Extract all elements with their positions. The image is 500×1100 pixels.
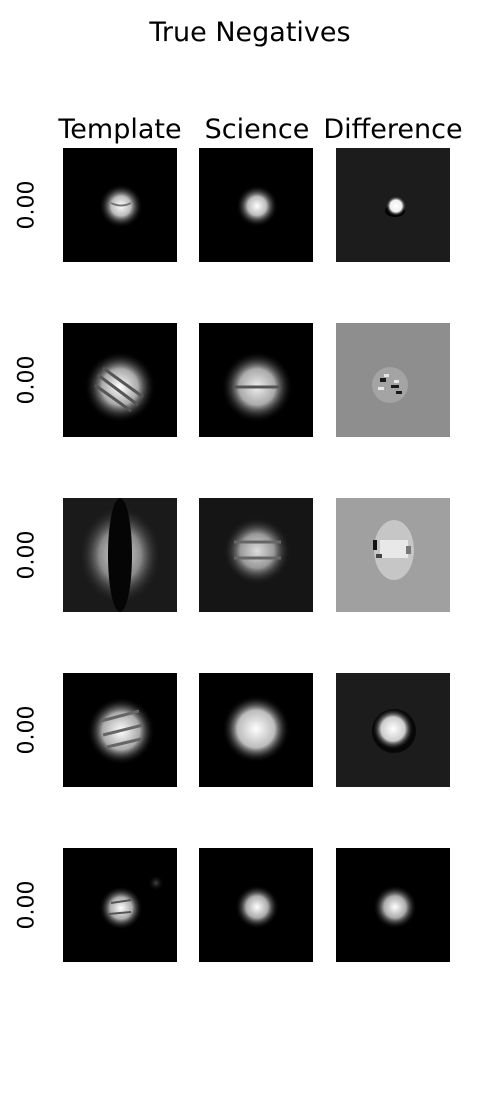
row-label-2: 0.00: [7, 323, 47, 437]
image-science-row-2: [199, 323, 313, 437]
image-template-row-3: [63, 498, 177, 612]
figure-title: True Negatives: [149, 17, 351, 48]
column-header-science: Science: [204, 114, 310, 145]
row-score: 0.00: [14, 355, 40, 405]
row-score: 0.00: [14, 530, 40, 580]
row-score: 0.00: [14, 180, 40, 230]
row-label-5: 0.00: [7, 848, 47, 962]
image-difference-row-4: [336, 673, 450, 787]
row-label-3: 0.00: [7, 498, 47, 612]
row-score: 0.00: [14, 705, 40, 755]
image-template-row-1: [63, 148, 177, 262]
image-difference-row-2: [336, 323, 450, 437]
row-label-4: 0.00: [7, 673, 47, 787]
image-science-row-1: [199, 148, 313, 262]
row-label-1: 0.00: [7, 148, 47, 262]
image-science-row-4: [199, 673, 313, 787]
image-template-row-4: [63, 673, 177, 787]
image-template-row-5: [63, 848, 177, 962]
image-science-row-5: [199, 848, 313, 962]
image-difference-row-1: [336, 148, 450, 262]
image-difference-row-5: [336, 848, 450, 962]
row-score: 0.00: [14, 880, 40, 930]
column-header-template: Template: [58, 114, 182, 145]
column-header-difference: Difference: [323, 114, 463, 145]
image-difference-row-3: [336, 498, 450, 612]
image-template-row-2: [63, 323, 177, 437]
image-science-row-3: [199, 498, 313, 612]
